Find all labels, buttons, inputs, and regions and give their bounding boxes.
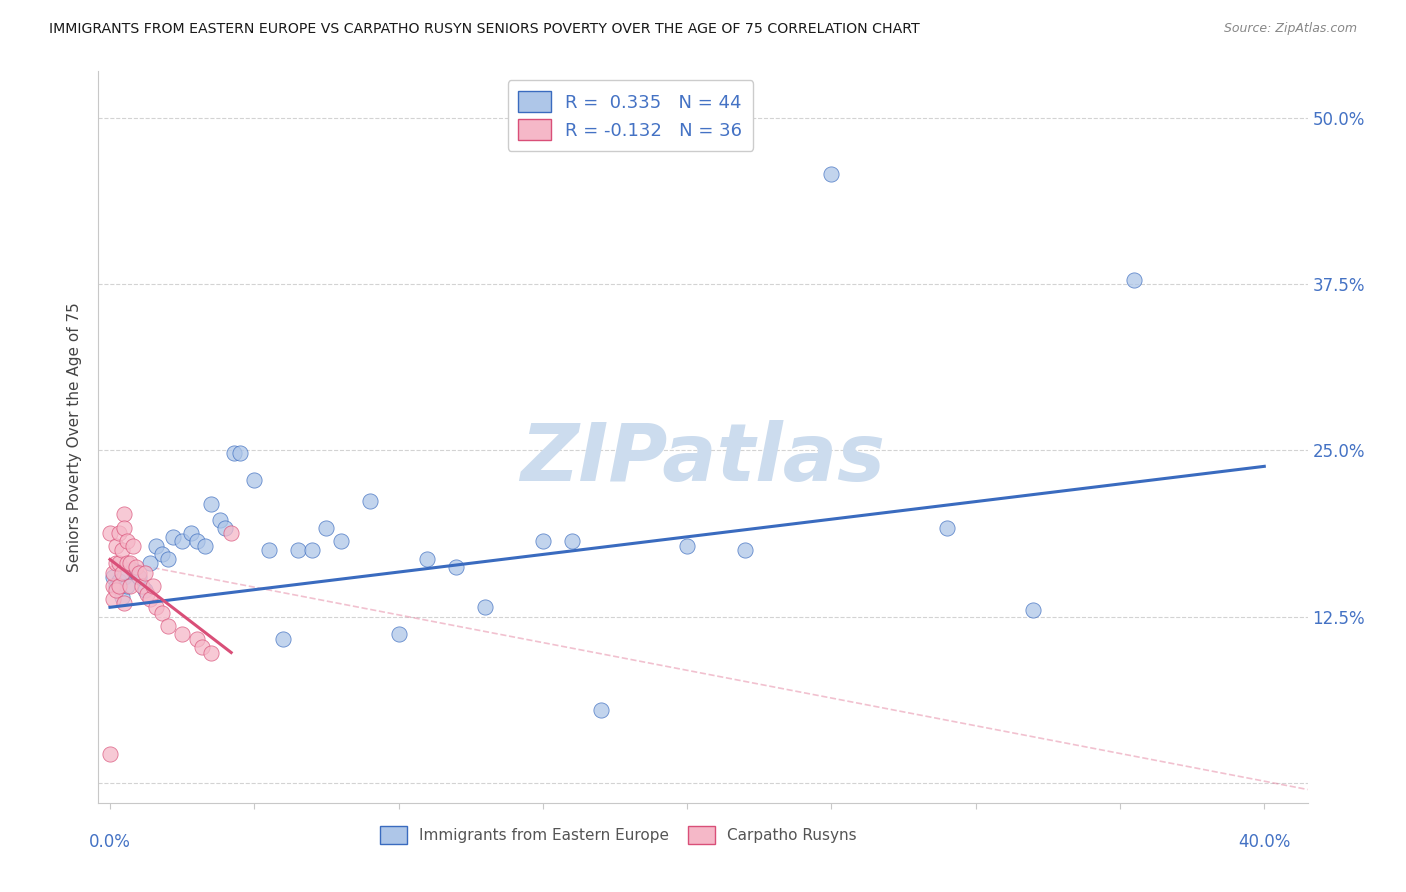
Point xyxy=(935,520,957,534)
Point xyxy=(446,560,468,574)
Point xyxy=(180,525,202,540)
Point xyxy=(117,579,139,593)
Point xyxy=(387,627,409,641)
Text: IMMIGRANTS FROM EASTERN EUROPE VS CARPATHO RUSYN SENIORS POVERTY OVER THE AGE OF: IMMIGRANTS FROM EASTERN EUROPE VS CARPAT… xyxy=(49,22,920,37)
Point xyxy=(112,570,135,584)
Point xyxy=(139,557,162,571)
Point xyxy=(416,552,439,566)
Point xyxy=(117,557,139,571)
Point xyxy=(122,539,145,553)
Point xyxy=(1123,273,1146,287)
Point xyxy=(191,640,214,655)
Point xyxy=(107,574,129,588)
Legend: Immigrants from Eastern Europe, Carpatho Rusyns: Immigrants from Eastern Europe, Carpatho… xyxy=(374,820,863,850)
Point xyxy=(128,570,150,584)
Point xyxy=(120,579,142,593)
Point xyxy=(156,619,179,633)
Point xyxy=(112,596,135,610)
Point xyxy=(104,582,127,597)
Point xyxy=(128,566,150,580)
Point xyxy=(145,600,167,615)
Point xyxy=(1022,603,1045,617)
Point xyxy=(104,557,127,571)
Point xyxy=(112,520,135,534)
Text: 0.0%: 0.0% xyxy=(89,833,131,851)
Point xyxy=(120,557,142,571)
Point xyxy=(200,497,222,511)
Point xyxy=(150,606,173,620)
Point xyxy=(329,533,352,548)
Text: 40.0%: 40.0% xyxy=(1239,833,1291,851)
Point xyxy=(142,579,165,593)
Point xyxy=(134,582,156,597)
Point xyxy=(145,539,167,553)
Point xyxy=(531,533,554,548)
Point xyxy=(125,560,148,574)
Point xyxy=(131,579,153,593)
Point xyxy=(172,627,194,641)
Text: Source: ZipAtlas.com: Source: ZipAtlas.com xyxy=(1223,22,1357,36)
Point xyxy=(101,592,124,607)
Text: ZIPatlas: ZIPatlas xyxy=(520,420,886,498)
Point xyxy=(359,494,381,508)
Y-axis label: Seniors Poverty Over the Age of 75: Seniors Poverty Over the Age of 75 xyxy=(67,302,83,572)
Point xyxy=(172,533,194,548)
Point xyxy=(107,525,129,540)
Point xyxy=(98,747,121,761)
Point xyxy=(107,579,129,593)
Point xyxy=(98,525,121,540)
Point xyxy=(243,473,266,487)
Point xyxy=(229,446,252,460)
Point xyxy=(734,543,756,558)
Point xyxy=(136,587,159,601)
Point xyxy=(104,579,127,593)
Point xyxy=(194,539,217,553)
Point xyxy=(110,590,132,604)
Point xyxy=(101,566,124,580)
Point xyxy=(107,557,129,571)
Point xyxy=(101,570,124,584)
Point xyxy=(112,507,135,521)
Point xyxy=(589,703,612,717)
Point xyxy=(222,446,245,460)
Point xyxy=(122,563,145,577)
Point xyxy=(219,525,242,540)
Point xyxy=(110,566,132,580)
Point xyxy=(271,632,294,647)
Point xyxy=(301,543,323,558)
Point xyxy=(315,520,337,534)
Point xyxy=(257,543,280,558)
Point xyxy=(287,543,309,558)
Point xyxy=(208,512,231,526)
Point xyxy=(186,632,208,647)
Point xyxy=(561,533,583,548)
Point xyxy=(104,539,127,553)
Point xyxy=(186,533,208,548)
Point xyxy=(101,579,124,593)
Point xyxy=(162,530,184,544)
Point xyxy=(200,646,222,660)
Point xyxy=(150,547,173,561)
Point xyxy=(214,520,236,534)
Point xyxy=(134,566,156,580)
Point xyxy=(117,533,139,548)
Point xyxy=(139,592,162,607)
Point xyxy=(110,543,132,558)
Point xyxy=(474,600,496,615)
Point xyxy=(676,539,699,553)
Point xyxy=(156,552,179,566)
Point xyxy=(820,167,842,181)
